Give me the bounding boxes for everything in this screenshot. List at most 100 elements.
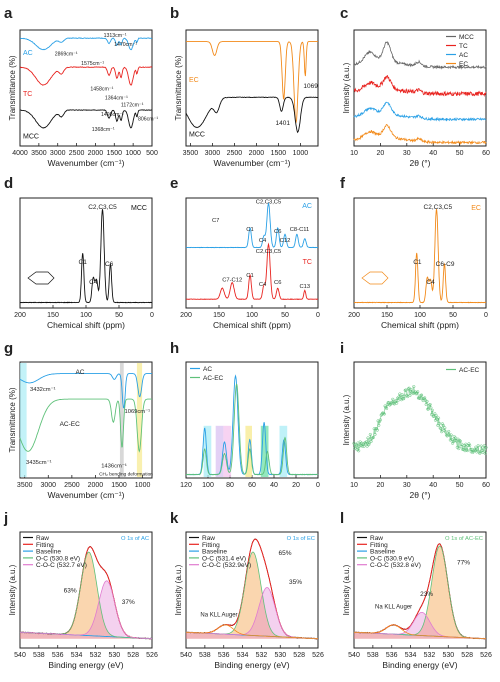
legend-entry: O-C (531.4 eV) [202,555,246,562]
y-axis-label: Transmittance (%) [174,55,183,120]
legend-entry: Raw [370,535,383,542]
panel-letter: b [170,5,179,22]
annotation: 1069 [303,83,318,90]
peak-label: C6 [105,261,114,268]
x-tick-label: 0 [316,482,320,489]
series-line [20,66,153,86]
panel-c: c 10 20 30 40 50 60 2θ (°) Intensity (a.u.) MCC TC… [340,5,490,168]
x-tick-label: 536 [386,652,398,659]
y-axis-label: Intensity (a.u.) [342,564,351,615]
x-tick-label: 50 [115,312,123,319]
series-line [19,398,152,453]
data-point [428,402,432,407]
highlight-band [203,425,212,477]
annotation: 3435cm⁻¹ [26,460,52,466]
data-point [447,429,451,434]
series-line [353,124,487,146]
plot-title: O 1s of AC [121,536,149,542]
x-tick-label: 4000 [12,150,28,157]
highlight-band [223,425,232,477]
panel-letter: g [4,340,13,357]
x-tick-label: 10 [350,150,358,157]
x-axis-label: Binding energy (eV) [48,660,123,670]
legend-entry: AC-EC [203,375,224,382]
x-tick-label: 30 [403,150,411,157]
x-tick-label: 1000 [135,482,151,489]
peak-label: C6 [274,280,281,286]
data-point [472,448,476,452]
x-tick-label: 50 [281,312,289,319]
peak-label: C6-C9 [436,261,455,268]
panel-letter: k [170,510,179,527]
panel-h: h 120 100 80 60 40 20 0 AC AC-EC [170,340,320,489]
x-tick-label: 3500 [183,150,199,157]
highlight-band [260,425,269,477]
x-tick-label: 530 [274,652,286,659]
data-point [409,388,414,392]
series-label: AC-EC [60,421,81,428]
x-tick-label: 0 [316,312,320,319]
panel-letter: e [170,175,178,192]
x-tick-label: 532 [256,652,268,659]
auger-line [353,624,486,640]
series-line [185,383,319,476]
x-axis-label: Wavenumber (cm⁻¹) [214,158,291,168]
annotation: 3432cm⁻¹ [30,387,56,393]
x-tick-label: 526 [312,652,324,659]
x-tick-label: 500 [146,150,158,157]
plot-frame [19,197,153,309]
x-tick-label: 534 [71,652,83,659]
plot-frame [185,29,319,147]
plot-frame [185,531,319,649]
x-tick-label: 1500 [111,482,127,489]
x-axis-label: Binding energy (eV) [382,660,457,670]
peak-label: C4 [259,282,267,288]
annotation: 1069cm⁻¹ [125,409,151,415]
panel-letter: j [3,510,8,527]
data-point [439,427,443,431]
x-tick-label: 120 [180,482,192,489]
x-tick-label: 100 [80,312,92,319]
series-line [19,109,152,129]
x-tick-label: 3000 [50,150,66,157]
x-tick-label: 1000 [293,150,309,157]
x-tick-label: 200 [348,312,360,319]
x-tick-label: 200 [14,312,26,319]
panel-k: k 540 538 536 534 532 530 528 526 Binding energy … [170,510,324,670]
series-line [353,386,487,454]
plot-frame [353,29,487,147]
legend-entry: C-O-C (532.7 eV) [36,562,87,569]
peak-label: C4 [426,279,435,286]
panel-i: i 10 20 30 40 50 60 2θ (°) Intensity (a.u.) AC-EC [340,340,490,500]
annotation: 1401 [276,120,291,127]
highlight-band [119,363,124,477]
x-tick-label: 538 [199,652,211,659]
data-point [478,451,482,455]
x-tick-label: 540 [348,652,360,659]
plot-title: O 1s of AC-EC [445,536,483,542]
data-point [414,392,418,396]
x-axis-label: 2θ (°) [410,158,431,168]
x-tick-label: 200 [180,312,192,319]
data-point [391,397,395,401]
legend-entry: Raw [202,535,215,542]
x-tick-label: 1500 [271,150,287,157]
legend-entry: Baseline [370,549,395,556]
peak-line [19,580,152,640]
legend-entry: Raw [36,535,49,542]
fraction-label: 23% [420,591,433,598]
y-axis-label: Intensity (a.u.) [342,394,351,445]
peak-label: C6 [274,229,281,235]
y-axis-label: Transmittance (%) [8,387,17,452]
data-point [427,403,431,407]
auger-line [185,624,318,640]
x-axis-label: Chemical shift (ppm) [213,320,291,330]
x-tick-label: 0 [484,312,488,319]
x-tick-label: 100 [202,482,214,489]
annotation: 1172cm⁻¹ [121,103,144,109]
annotation: Na KLL Auger [200,613,237,619]
series-line [20,37,153,51]
peak-label: C1 [246,273,253,279]
legend-entry: O-C (530.9 eV) [370,555,414,562]
y-axis-label: Intensity (a.u.) [174,564,183,615]
